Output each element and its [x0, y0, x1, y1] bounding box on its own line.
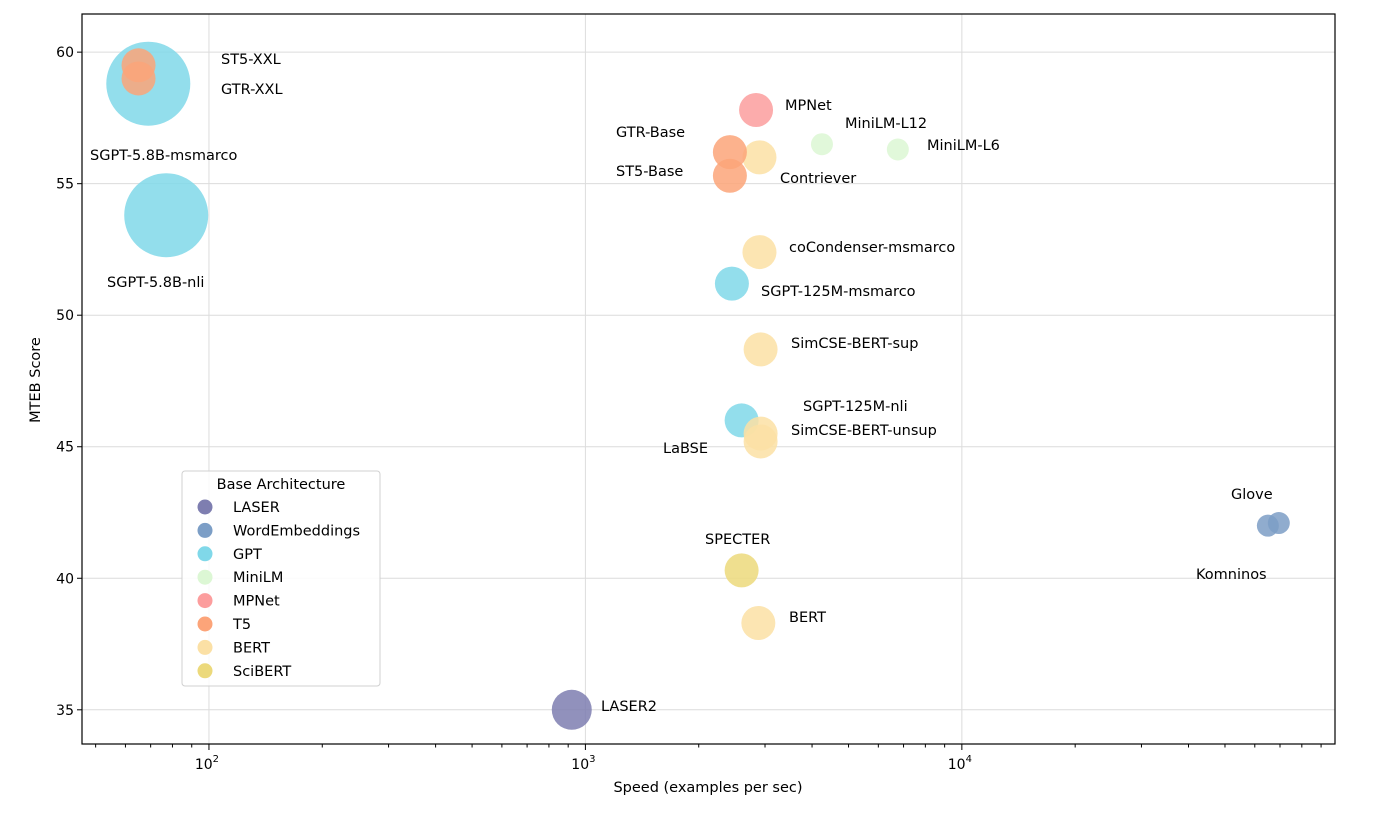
x-tick-exponent: 3 [589, 754, 595, 765]
point-minilm-l12 [810, 133, 833, 156]
point-minilm-l6 [886, 138, 909, 161]
point-specter [724, 553, 759, 588]
point-sgpt-125m-msmarco [714, 266, 749, 301]
legend-entry: WordEmbeddings [233, 523, 360, 539]
x-tick-exponent: 2 [213, 754, 219, 765]
legend-marker-scibert [197, 663, 213, 679]
point-label: MiniLM-L12 [845, 116, 927, 132]
x-tick-base: 10 [948, 757, 966, 773]
point-label: MiniLM-L6 [927, 138, 1000, 154]
y-axis-label: MTEB Score [28, 337, 44, 423]
point-label: LaBSE [663, 441, 708, 457]
legend-entry: T5 [232, 617, 251, 633]
point-label: Glove [1231, 487, 1273, 503]
legend-title: Base Architecture [217, 477, 346, 493]
data-points [106, 41, 1290, 730]
point-label: SGPT-125M-nli [803, 399, 908, 415]
point-st5-base [712, 158, 747, 193]
point-cocondenser-msmarco [742, 235, 777, 270]
legend-marker-laser [197, 499, 213, 515]
point-label: Contriever [780, 171, 856, 187]
point-label: SGPT-5.8B-msmarco [90, 148, 237, 164]
y-tick-label: 35 [56, 703, 74, 719]
legend-entry: LASER [233, 500, 280, 516]
y-tick-label: 45 [56, 440, 74, 456]
legend-entry: BERT [233, 640, 270, 656]
point-label: SimCSE-BERT-sup [791, 336, 918, 352]
x-tick-exponent: 4 [966, 754, 972, 765]
legend-marker-bert [197, 639, 213, 655]
point-label: SPECTER [705, 532, 770, 548]
point-gtr-xxl [121, 61, 156, 96]
point-mpnet [739, 93, 774, 128]
point-bert [741, 605, 776, 640]
legend-entry: SciBERT [233, 664, 291, 680]
y-tick-label: 40 [56, 571, 74, 587]
legend-marker-minilm [197, 569, 213, 585]
legend-entry: MiniLM [233, 570, 283, 586]
legend-marker-t5 [197, 616, 213, 632]
point-laser2 [551, 689, 592, 730]
legend-marker-wordembeddings [197, 522, 213, 538]
point-label: MPNet [785, 98, 832, 114]
legend-marker-mpnet [197, 593, 213, 609]
point-sgpt-5.8b-nli [124, 173, 209, 258]
point-label: LASER2 [601, 699, 657, 715]
x-tick-label: 104 [948, 754, 972, 773]
point-glove [1267, 512, 1290, 535]
y-tick-label: 60 [56, 45, 74, 61]
point-labse [743, 424, 778, 459]
y-tick-label: 50 [56, 308, 74, 324]
point-label: ST5-Base [616, 164, 683, 180]
point-label: coCondenser-msmarco [789, 240, 955, 256]
point-label: SGPT-5.8B-nli [107, 275, 204, 291]
legend-entry: MPNet [233, 594, 280, 610]
legend-box [181, 470, 381, 687]
point-label: GTR-XXL [221, 82, 283, 98]
legend-marker-gpt [197, 546, 213, 562]
point-label: Komninos [1196, 567, 1267, 583]
point-contriever [742, 140, 777, 175]
x-tick-label: 103 [571, 754, 595, 773]
legend-entry: GPT [233, 547, 262, 563]
x-axis-label: Speed (examples per sec) [613, 780, 802, 796]
x-tick-base: 10 [571, 757, 589, 773]
legend: Base Architecture LASER WordEmbeddings GPT… [181, 470, 381, 687]
x-tick-base: 10 [195, 757, 213, 773]
y-tick-label: 55 [56, 177, 74, 193]
point-label: GTR-Base [616, 125, 685, 141]
plot-frame [81, 13, 1336, 745]
point-gtr-base [712, 135, 747, 170]
point-label: SimCSE-BERT-unsup [791, 423, 937, 439]
x-tick-label: 102 [195, 754, 219, 773]
point-label: BERT [789, 610, 826, 626]
point-simcse-bert-sup [743, 332, 778, 367]
point-label: ST5-XXL [221, 52, 281, 68]
point-label: SGPT-125M-msmarco [761, 284, 916, 300]
point-labels: SGPT-5.8B-msmarco SGPT-5.8B-nli ST5-XXL GTR… [90, 52, 1273, 715]
